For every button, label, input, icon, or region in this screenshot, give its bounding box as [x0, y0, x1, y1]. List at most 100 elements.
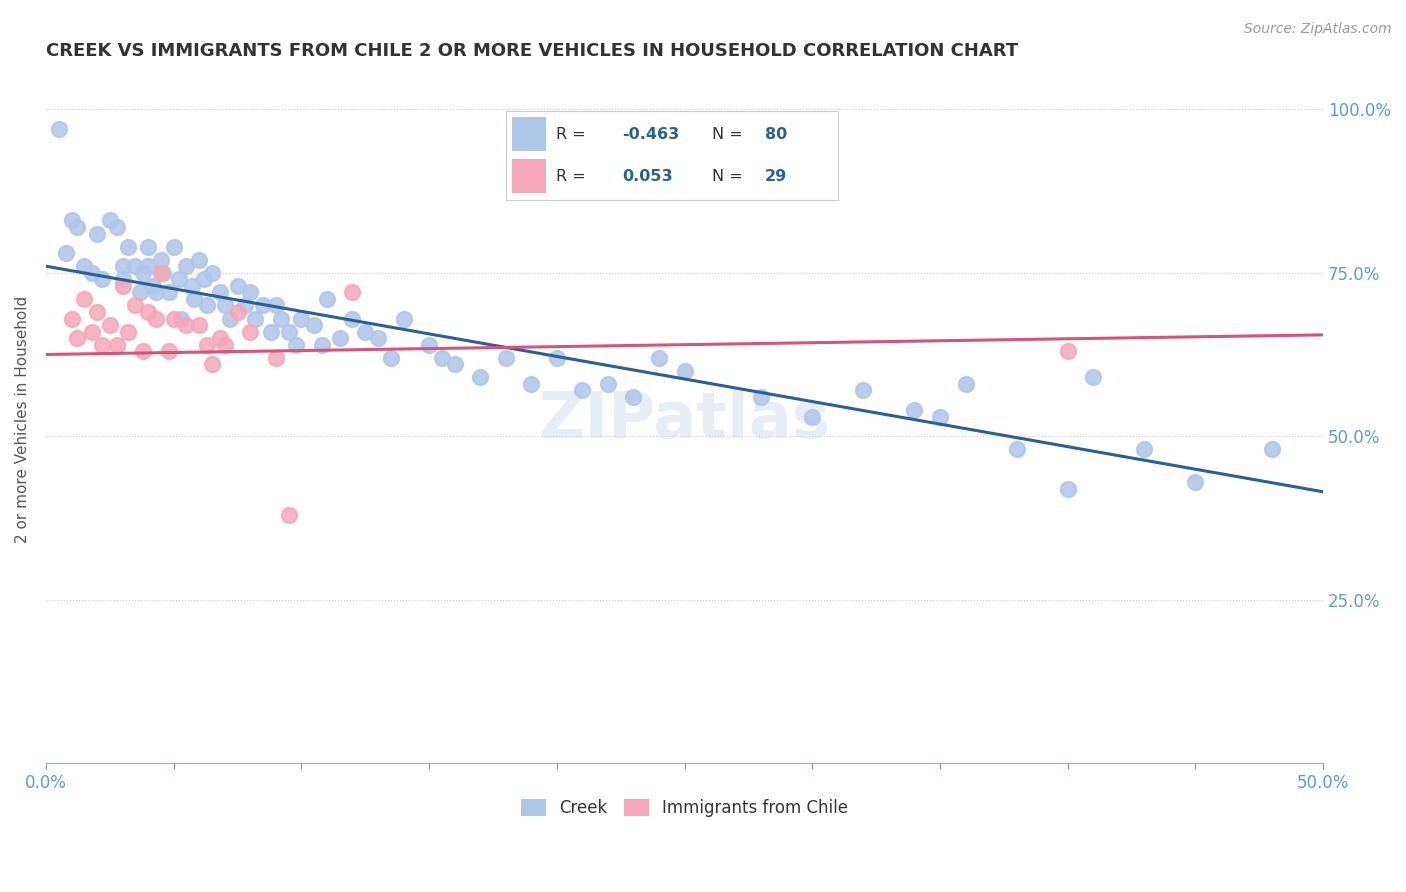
Point	[117, 325, 139, 339]
Point	[648, 351, 671, 365]
Point	[152, 266, 174, 280]
Point	[170, 311, 193, 326]
Point	[623, 390, 645, 404]
Point	[418, 337, 440, 351]
Point	[129, 285, 152, 300]
Point	[193, 272, 215, 286]
Point	[264, 351, 287, 365]
Point	[380, 351, 402, 365]
Point	[226, 278, 249, 293]
Point	[226, 305, 249, 319]
Point	[1184, 475, 1206, 489]
Point	[80, 266, 103, 280]
Point	[749, 390, 772, 404]
Point	[136, 239, 159, 253]
Point	[245, 311, 267, 326]
Point	[73, 259, 96, 273]
Point	[142, 278, 165, 293]
Point	[157, 285, 180, 300]
Point	[392, 311, 415, 326]
Point	[149, 252, 172, 267]
Text: Source: ZipAtlas.com: Source: ZipAtlas.com	[1244, 22, 1392, 37]
Point	[149, 266, 172, 280]
Point	[443, 357, 465, 371]
Point	[1261, 442, 1284, 457]
Point	[214, 298, 236, 312]
Point	[290, 311, 312, 326]
Point	[342, 311, 364, 326]
Text: ZIPatlas: ZIPatlas	[538, 389, 831, 450]
Point	[195, 298, 218, 312]
Point	[86, 305, 108, 319]
Point	[124, 259, 146, 273]
Point	[180, 278, 202, 293]
Point	[233, 298, 256, 312]
Point	[163, 239, 186, 253]
Point	[86, 227, 108, 241]
Y-axis label: 2 or more Vehicles in Household: 2 or more Vehicles in Household	[15, 296, 30, 543]
Point	[136, 259, 159, 273]
Point	[132, 266, 155, 280]
Point	[145, 285, 167, 300]
Point	[107, 337, 129, 351]
Point	[495, 351, 517, 365]
Point	[55, 246, 77, 260]
Point	[163, 311, 186, 326]
Point	[571, 384, 593, 398]
Point	[852, 384, 875, 398]
Point	[201, 266, 224, 280]
Point	[188, 252, 211, 267]
Point	[239, 325, 262, 339]
Point	[311, 337, 333, 351]
Point	[329, 331, 352, 345]
Point	[91, 337, 114, 351]
Point	[520, 376, 543, 391]
Point	[342, 285, 364, 300]
Point	[1083, 370, 1105, 384]
Point	[111, 272, 134, 286]
Point	[183, 292, 205, 306]
Point	[60, 213, 83, 227]
Point	[264, 298, 287, 312]
Point	[195, 337, 218, 351]
Point	[470, 370, 492, 384]
Point	[65, 219, 87, 234]
Text: CREEK VS IMMIGRANTS FROM CHILE 2 OR MORE VEHICLES IN HOUSEHOLD CORRELATION CHART: CREEK VS IMMIGRANTS FROM CHILE 2 OR MORE…	[46, 42, 1018, 60]
Point	[65, 331, 87, 345]
Point	[176, 318, 198, 332]
Point	[167, 272, 190, 286]
Legend: Creek, Immigrants from Chile: Creek, Immigrants from Chile	[515, 792, 855, 823]
Point	[176, 259, 198, 273]
Point	[80, 325, 103, 339]
Point	[239, 285, 262, 300]
Point	[252, 298, 274, 312]
Point	[98, 213, 121, 227]
Point	[48, 122, 70, 136]
Point	[277, 508, 299, 522]
Point	[214, 337, 236, 351]
Point	[136, 305, 159, 319]
Point	[60, 311, 83, 326]
Point	[302, 318, 325, 332]
Point	[430, 351, 453, 365]
Point	[1133, 442, 1156, 457]
Point	[111, 259, 134, 273]
Point	[270, 311, 292, 326]
Point	[929, 409, 952, 424]
Point	[124, 298, 146, 312]
Point	[546, 351, 568, 365]
Point	[219, 311, 242, 326]
Point	[354, 325, 377, 339]
Point	[98, 318, 121, 332]
Point	[801, 409, 824, 424]
Point	[117, 239, 139, 253]
Point	[201, 357, 224, 371]
Point	[367, 331, 389, 345]
Point	[596, 376, 619, 391]
Point	[316, 292, 339, 306]
Point	[1056, 344, 1078, 359]
Point	[1005, 442, 1028, 457]
Point	[132, 344, 155, 359]
Point	[260, 325, 283, 339]
Point	[73, 292, 96, 306]
